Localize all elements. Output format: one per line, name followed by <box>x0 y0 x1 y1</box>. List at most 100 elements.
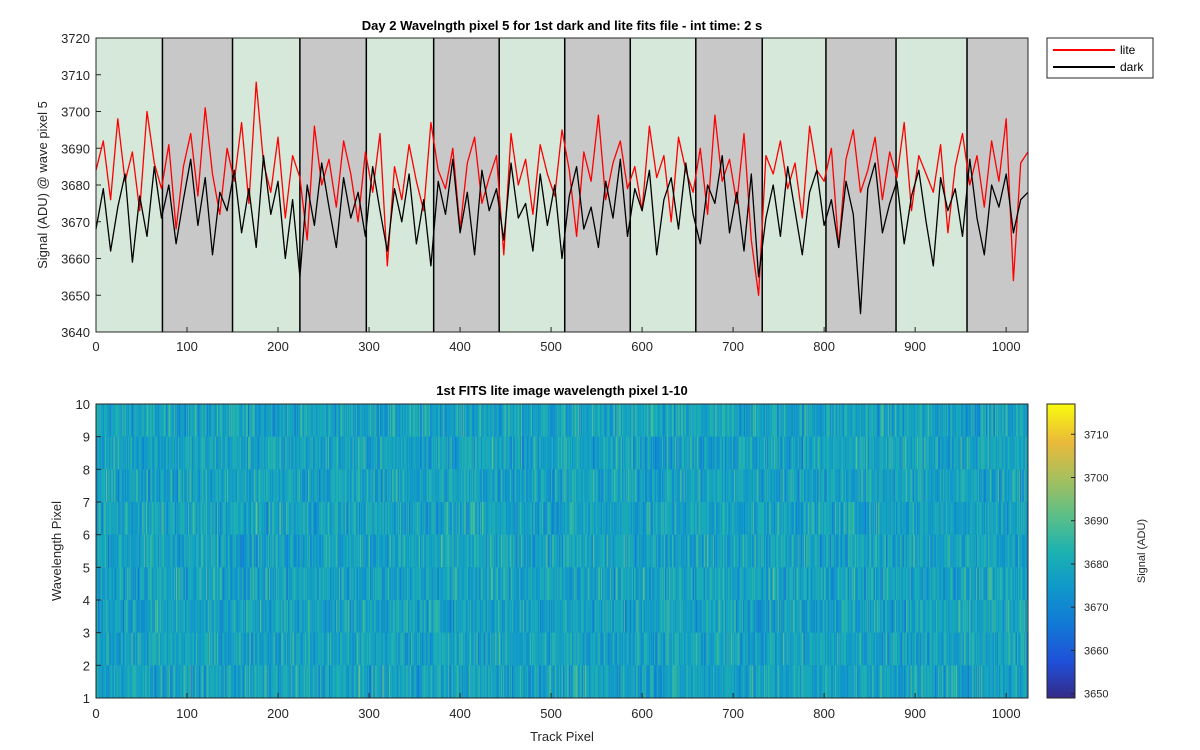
heatmap-cell <box>283 534 285 568</box>
heatmap-cell <box>187 469 189 503</box>
heatmap-cell <box>956 404 958 438</box>
heatmap-cell <box>770 469 772 503</box>
heatmap-cell <box>471 436 474 470</box>
heatmap-cell <box>700 404 702 438</box>
heatmap-cell <box>775 534 778 568</box>
heatmap-cell <box>104 534 106 568</box>
heatmap-cell <box>794 404 796 438</box>
heatmap-cell <box>410 534 412 568</box>
heatmap-cell <box>536 502 538 536</box>
heatmap-cell <box>179 534 181 568</box>
heatmap-cell <box>610 534 612 568</box>
heatmap-cell <box>573 469 576 503</box>
heatmap-cell <box>748 502 750 536</box>
heatmap-cell <box>224 502 226 536</box>
heatmap-cell <box>758 534 760 568</box>
heatmap-cell <box>575 534 577 568</box>
heatmap-cell <box>147 436 150 470</box>
heatmap-cell <box>924 502 926 536</box>
heatmap-cell <box>389 469 392 503</box>
heatmap-cell <box>587 436 589 470</box>
heatmap-cell <box>377 436 379 470</box>
heatmap-cell <box>435 436 437 470</box>
heatmap-cell <box>369 436 371 470</box>
heatmap-cell <box>772 436 774 470</box>
heatmap-cell <box>361 469 363 503</box>
heatmap-cell <box>741 469 743 503</box>
heatmap-cell <box>141 534 143 568</box>
heatmap-cell <box>837 469 839 503</box>
heatmap-cell <box>352 436 354 470</box>
heatmap-cell <box>288 534 291 568</box>
heatmap-cell <box>661 436 663 470</box>
heatmap-cell <box>191 534 193 568</box>
heatmap-cell <box>446 469 448 503</box>
heatmap-cell <box>268 469 270 503</box>
heatmap-cell <box>754 534 756 568</box>
heatmap-cell <box>951 404 953 438</box>
heatmap-cell <box>765 534 768 568</box>
heatmap-cell <box>389 534 392 568</box>
heatmap-cell <box>935 502 937 536</box>
heatmap-cell <box>980 502 982 536</box>
heatmap-cell <box>783 469 785 503</box>
heatmap-cell <box>891 502 893 536</box>
heatmap-cell <box>145 436 147 470</box>
heatmap-cell <box>784 404 787 438</box>
heatmap-cell <box>940 469 942 503</box>
heatmap-cell <box>719 469 721 503</box>
heatmap-cell <box>264 436 266 470</box>
heatmap-cell <box>772 404 774 438</box>
heatmap-cell <box>440 534 442 568</box>
heatmap-cell <box>721 404 723 438</box>
heatmap-cell <box>747 436 749 470</box>
heatmap-cell <box>768 469 770 503</box>
heatmap-cell <box>855 469 858 503</box>
heatmap-cell <box>864 469 866 503</box>
heatmap-cell <box>247 502 249 536</box>
heatmap-cell <box>683 534 686 568</box>
heatmap-cell <box>879 502 881 536</box>
heatmap-cell <box>142 502 144 536</box>
heatmap-cell <box>725 404 728 438</box>
heatmap-cell <box>241 502 243 536</box>
heatmap-cell <box>192 436 194 470</box>
heatmap-cell <box>153 469 155 503</box>
heatmap-cell <box>768 502 770 536</box>
heatmap-cell <box>149 502 151 536</box>
heatmap-cell <box>600 502 602 536</box>
heatmap-cell <box>107 469 110 503</box>
heatmap-cell <box>663 404 666 438</box>
heatmap-cell <box>550 502 552 536</box>
heatmap-cell <box>654 469 657 503</box>
heatmap-cell <box>933 404 935 438</box>
heatmap-cell <box>857 404 860 438</box>
heatmap-cell <box>552 436 555 470</box>
heatmap-cell <box>299 469 302 503</box>
heatmap-cell <box>958 469 961 503</box>
heatmap-cell <box>962 502 964 536</box>
heatmap-cell <box>657 436 659 470</box>
heatmap-cell <box>745 436 748 470</box>
heatmap-cell <box>381 469 383 503</box>
heatmap-cell <box>949 469 951 503</box>
heatmap-cell <box>525 502 527 536</box>
heatmap-cell <box>841 436 843 470</box>
heatmap-cell <box>855 469 857 503</box>
heatmap-cell <box>472 469 475 503</box>
heatmap-cell <box>582 436 584 470</box>
heatmap-cell <box>569 502 571 536</box>
heatmap-cell <box>992 404 994 438</box>
heatmap-cell <box>911 502 913 536</box>
heatmap-cell <box>191 404 193 438</box>
heatmap-cell <box>203 534 205 568</box>
heatmap-cell <box>1001 502 1003 536</box>
heatmap-cell <box>984 502 986 536</box>
heatmap-cell <box>228 502 231 536</box>
heatmap-cell <box>217 534 219 568</box>
heatmap-cell <box>172 404 174 438</box>
heatmap-cell <box>558 502 560 536</box>
heatmap-cell <box>547 469 549 503</box>
heatmap-cell <box>1000 404 1002 438</box>
heatmap-cell <box>869 436 871 470</box>
